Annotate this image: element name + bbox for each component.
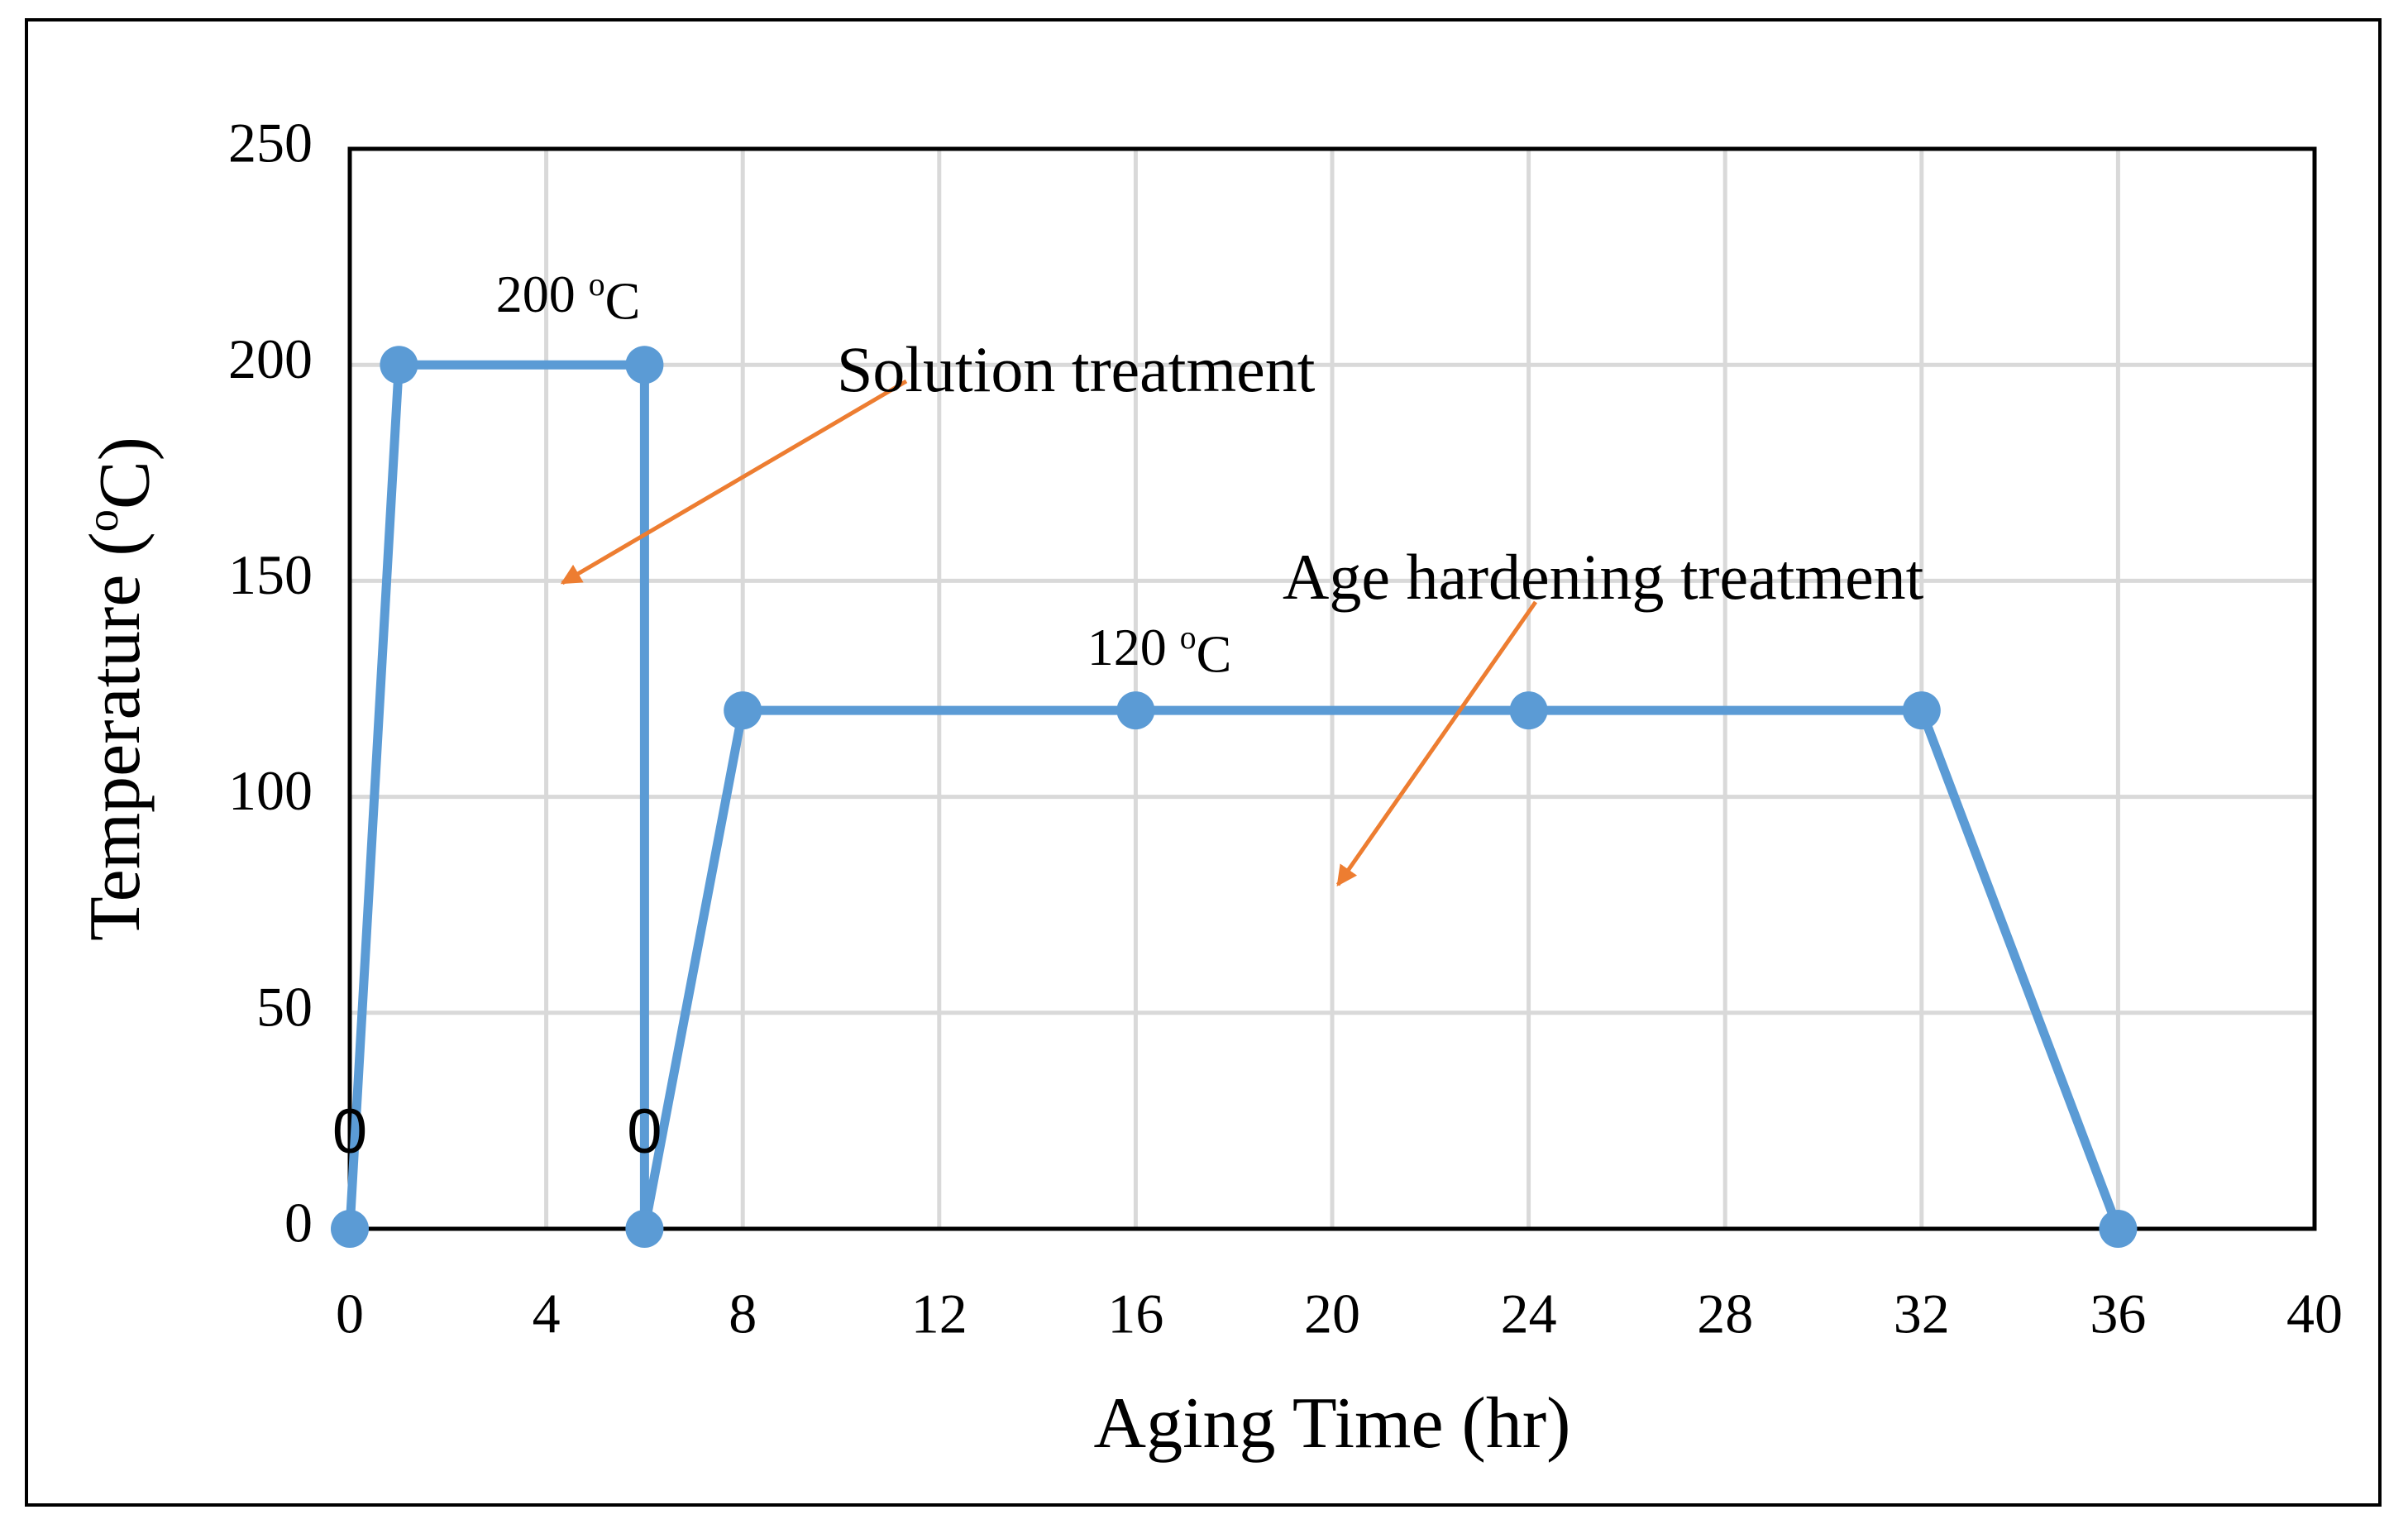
x-axis-title: Aging Time (hr) [1094,1383,1571,1464]
annotation: Solution treatment [837,333,1316,405]
x-tick-label: 32 [1894,1283,1950,1345]
data-point [1902,691,1941,730]
data-point [1116,691,1155,730]
annotation-part: o [1180,619,1197,656]
data-point [1509,691,1548,730]
chart-frame [25,18,2382,1507]
x-tick-label: 24 [1501,1283,1557,1345]
data-point [724,691,762,730]
annotation-part: o [589,266,605,303]
annotation: Age hardening treatment [1283,541,1924,613]
data-point [331,1210,369,1248]
x-tick-label: 16 [1107,1283,1163,1345]
x-axis-title-part: Aging Time (hr) [1094,1383,1571,1464]
x-tick-label: 40 [2286,1283,2343,1345]
y-tick-label: 150 [228,543,313,606]
x-tick-label: 8 [729,1283,757,1345]
x-tick-label: 4 [533,1283,561,1345]
x-tick-label: 0 [336,1283,364,1345]
annotation-part: Age hardening treatment [1283,541,1924,613]
y-axis-title: Temperature (oC) [75,437,165,941]
data-point [625,1210,664,1248]
y-tick-label: 0 [284,1192,313,1254]
annotation-part: 120 [1087,618,1180,676]
y-axis-title-part: C) [85,437,165,509]
y-axis-title-part: o [76,509,127,532]
data-point [625,346,664,385]
x-tick-label: 20 [1304,1283,1360,1345]
x-tick-label: 36 [2090,1283,2146,1345]
annotation-arrow [1335,600,1538,887]
data-label: 0 [332,1096,367,1167]
annotation-part: Solution treatment [837,333,1316,405]
annotation-arrow [560,379,908,585]
x-tick-label: 12 [911,1283,967,1345]
annotation: 120 oC [1087,618,1232,684]
data-label: 0 [627,1096,662,1167]
annotation-part: 200 [496,265,589,323]
y-tick-label: 100 [228,759,313,822]
plot-frame [347,146,2317,1231]
annotation: 200 oC [496,265,641,331]
data-point [380,346,418,385]
annotation-part: C [1197,624,1232,683]
x-tick-label: 28 [1697,1283,1753,1345]
y-tick-label: 200 [228,327,313,390]
y-axis-title-part: Temperature ( [75,532,155,941]
data-point [2099,1210,2138,1248]
annotation-part: C [605,271,641,330]
y-tick-label: 50 [256,975,313,1038]
y-tick-label: 250 [228,112,313,174]
